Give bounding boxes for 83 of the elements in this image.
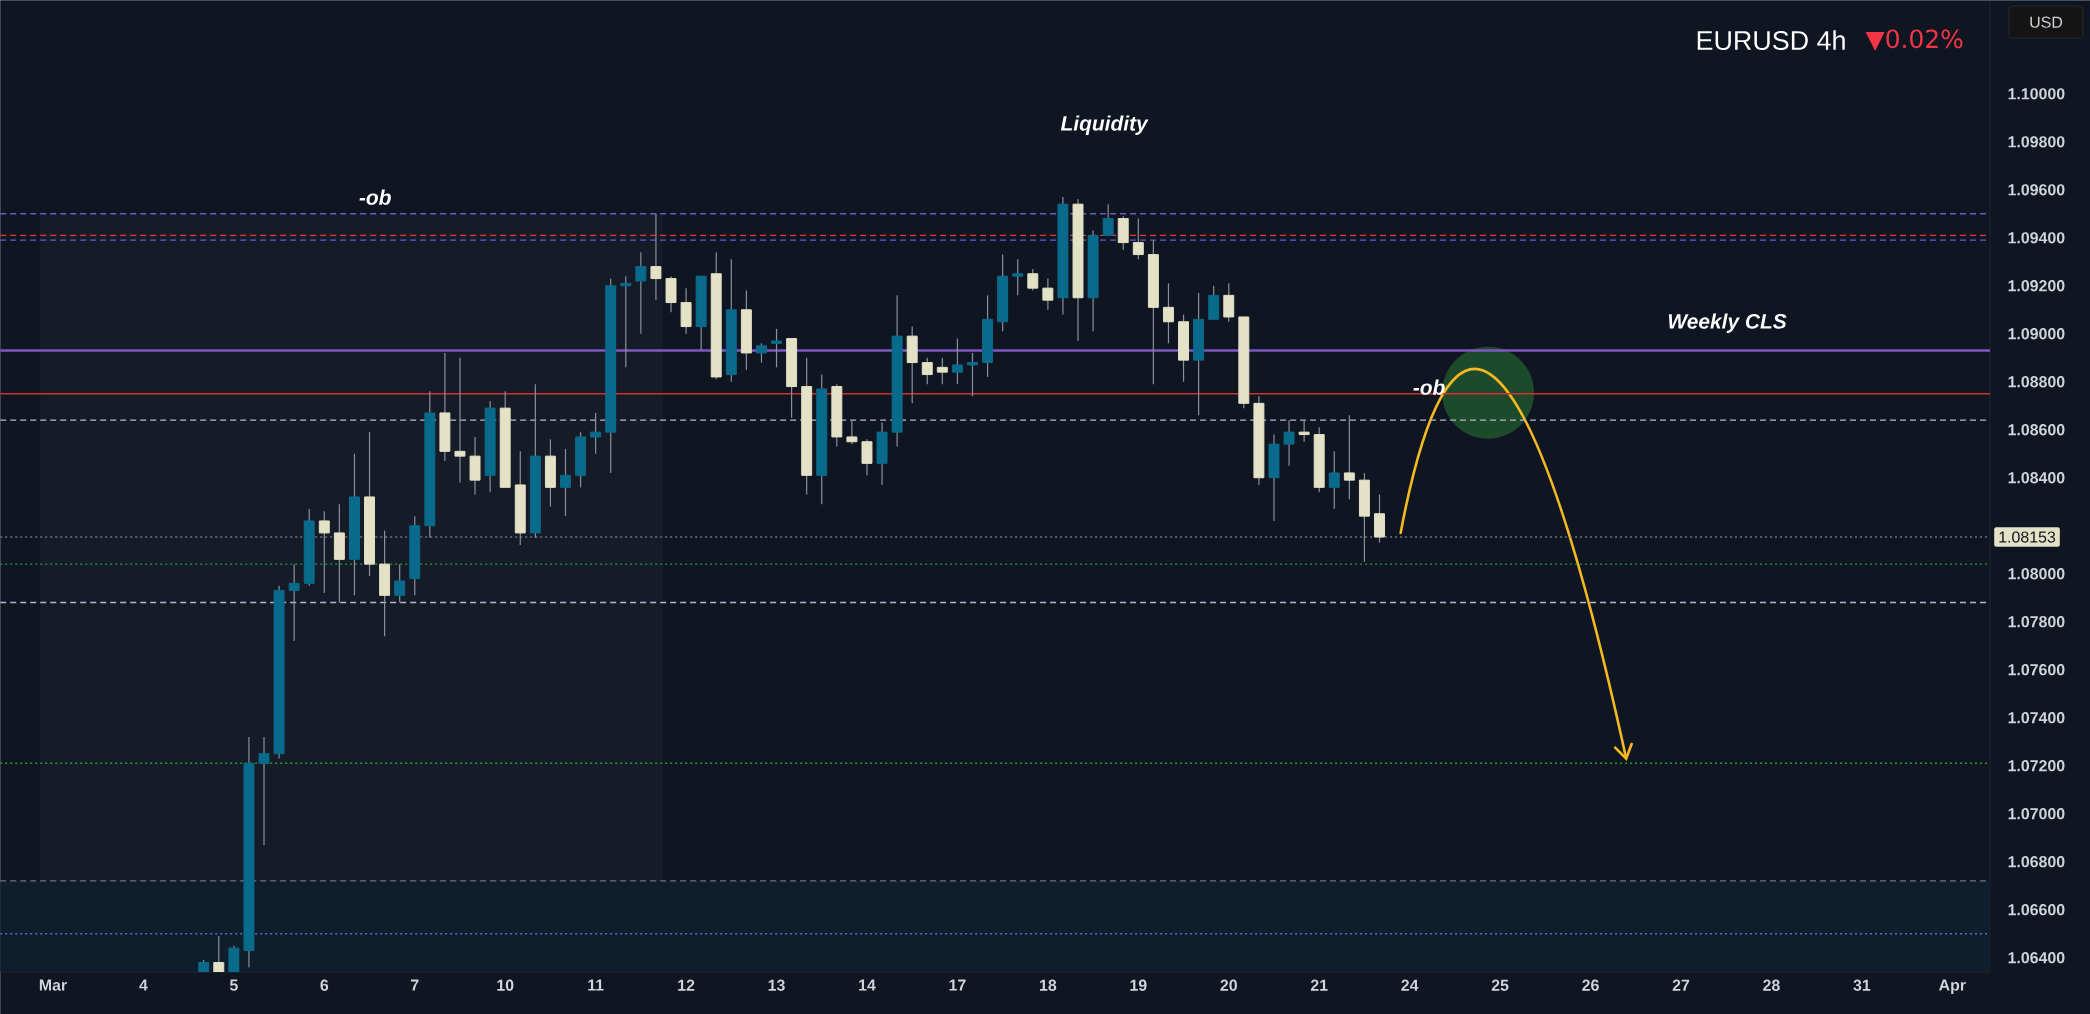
y-tick-label: 1.09000 xyxy=(2008,328,2065,340)
candlestick xyxy=(1117,215,1129,251)
y-tick-label: 1.09400 xyxy=(2008,232,2065,244)
x-tick-label: 6 xyxy=(320,979,329,991)
x-tick-label: 27 xyxy=(1672,979,1690,991)
x-tick-label: 17 xyxy=(949,979,966,991)
x-tick-label: 14 xyxy=(859,979,876,991)
x-tick-label: Mar xyxy=(39,979,67,991)
y-tick-label: 1.10000 xyxy=(2008,88,2065,100)
x-tick-label: 10 xyxy=(497,979,514,991)
candlestick xyxy=(560,448,571,517)
y-tick-label: 1.09800 xyxy=(2008,136,2065,148)
candlestick xyxy=(318,510,330,594)
y-tick-label: 1.07800 xyxy=(2008,616,2065,628)
candlestick xyxy=(454,357,466,484)
candlestick xyxy=(1374,493,1385,544)
candlestick xyxy=(771,328,783,368)
x-tick-label: 20 xyxy=(1220,979,1237,991)
x-tick-label: 28 xyxy=(1763,979,1780,991)
x-tick-label: 11 xyxy=(588,979,604,991)
text: ▼0.02% xyxy=(1865,29,1963,51)
y-tick-label: 1.07000 xyxy=(2008,808,2065,820)
x-tick-label: 13 xyxy=(768,979,785,991)
candlestick xyxy=(1223,282,1235,323)
x-tick-label: 7 xyxy=(411,979,419,991)
candlestick xyxy=(665,275,677,313)
x-tick-label: 18 xyxy=(1040,979,1057,991)
annotation: Liquidity xyxy=(1060,115,1149,135)
y-tick-label: 1.07400 xyxy=(2008,712,2065,724)
candlestick xyxy=(394,563,406,604)
x-tick-label: 21 xyxy=(1310,979,1328,991)
candlestick xyxy=(469,436,481,496)
x-tick-label: 4 xyxy=(139,979,148,991)
candlestick xyxy=(590,412,602,455)
candlestick xyxy=(861,438,873,476)
candlestick xyxy=(1012,258,1024,296)
annotation: Weekly CLS xyxy=(1668,313,1787,333)
candlestick xyxy=(846,419,858,445)
candlestick xyxy=(620,275,632,368)
candlestick xyxy=(650,213,662,301)
x-tick-label: Apr xyxy=(1938,979,1966,994)
candlestick xyxy=(258,736,270,846)
candlestick xyxy=(967,352,978,397)
candlestick xyxy=(1283,419,1295,467)
candlestick xyxy=(1328,450,1340,510)
candlestick xyxy=(680,287,692,335)
y-tick-label: 1.07200 xyxy=(2008,760,2065,772)
candlestick xyxy=(1298,419,1310,443)
candlestick xyxy=(951,337,963,385)
x-tick-label: 24 xyxy=(1401,979,1419,991)
x-tick-label: 26 xyxy=(1582,979,1599,991)
text: USD xyxy=(2030,16,2063,28)
y-tick-label: 1.09200 xyxy=(2008,280,2065,292)
y-tick-label: 1.06600 xyxy=(2008,904,2065,916)
x-tick-label: 31 xyxy=(1853,979,1871,991)
x-tick-label: 5 xyxy=(229,979,238,991)
candlestick xyxy=(288,563,300,642)
candlestick xyxy=(1162,282,1174,344)
x-tick-label: 19 xyxy=(1130,979,1147,991)
y-tick-label: 1.08000 xyxy=(2008,568,2065,580)
candlestick xyxy=(1132,217,1144,260)
y-tick-label: 1.08600 xyxy=(2008,424,2065,436)
candlestick xyxy=(1208,285,1220,320)
ref-line-label: 1.08153 xyxy=(1999,531,2056,543)
candlestick xyxy=(936,357,948,385)
y-tick-label: 1.07600 xyxy=(2008,664,2065,676)
candlestick xyxy=(1027,268,1039,292)
annotation: -ob xyxy=(359,189,391,205)
y-tick-label: 1.06800 xyxy=(2008,856,2065,868)
y-tick-label: 1.09600 xyxy=(2008,184,2065,196)
y-tick-label: 1.06400 xyxy=(2008,952,2065,964)
y-tick-label: 1.08800 xyxy=(2008,376,2065,388)
candlestick xyxy=(1343,414,1355,500)
annotation: -ob xyxy=(1413,379,1445,395)
candlestick xyxy=(1102,203,1114,236)
text: EURUSD 4h xyxy=(1697,30,1845,51)
y-tick-label: 1.08400 xyxy=(2008,472,2065,484)
candlestick xyxy=(635,251,647,335)
candlestick xyxy=(1042,277,1054,311)
x-tick-label: 12 xyxy=(678,979,695,991)
x-tick-label: 25 xyxy=(1491,979,1509,991)
candlestick xyxy=(921,357,933,385)
candlestick xyxy=(755,342,767,364)
